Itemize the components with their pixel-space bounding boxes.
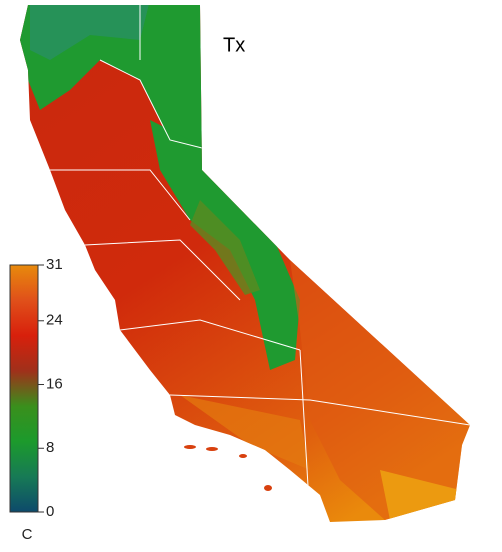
colorbar-unit: C (22, 526, 33, 543)
colorbar-tick-label: 0 (46, 503, 54, 520)
colorbar-tick-label: 24 (46, 312, 63, 329)
map-title: Tx (223, 34, 245, 56)
colorbar: 0 8 16 24 31 (9, 256, 63, 520)
channel-islands (184, 445, 272, 491)
colorbar-tick-label: 31 (46, 256, 63, 273)
colorbar-tick-label: 16 (46, 375, 63, 392)
colorbar-ramp (9, 264, 39, 513)
colorbar-tick-label: 8 (46, 439, 54, 456)
